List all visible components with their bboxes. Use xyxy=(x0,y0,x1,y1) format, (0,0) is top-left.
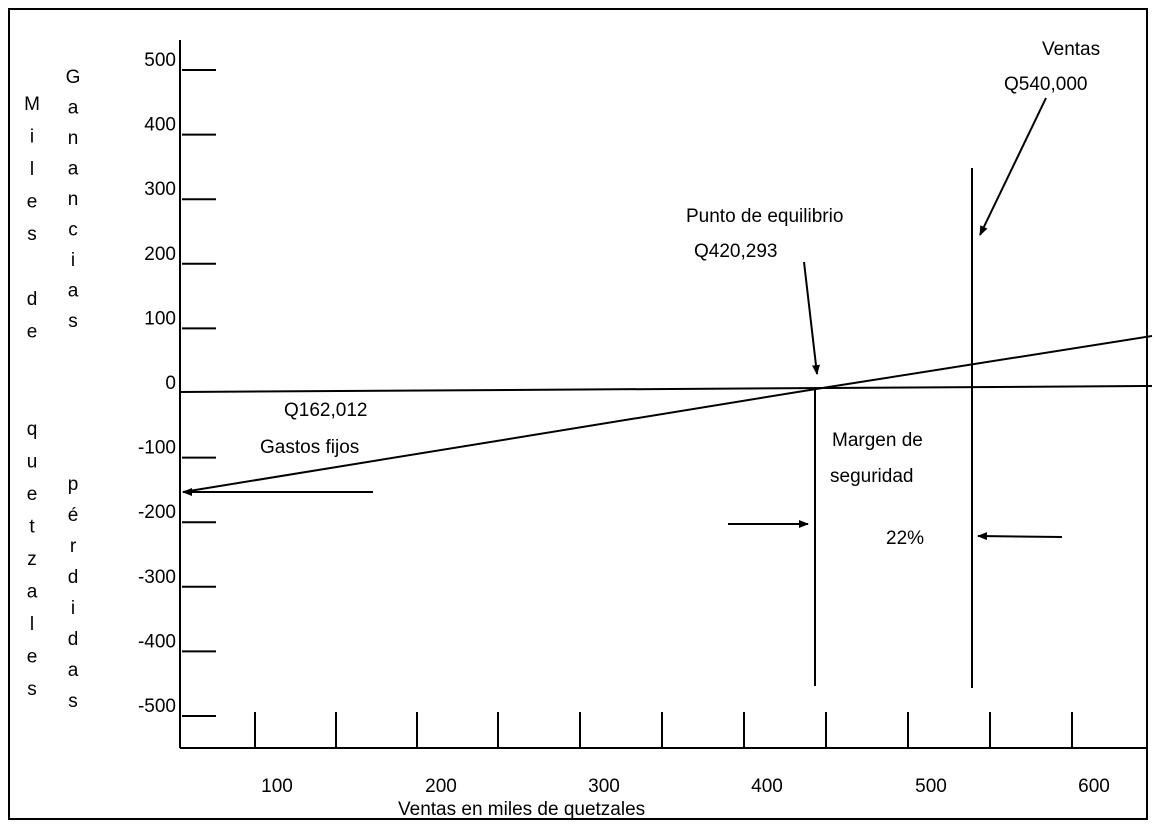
vertical-label-char: é xyxy=(68,505,79,526)
vertical-label-char: a xyxy=(68,281,79,302)
profit-line xyxy=(182,335,1153,493)
y-tick-label: -300 xyxy=(138,567,176,588)
vertical-label-char: t xyxy=(29,517,35,538)
gastos-fijos-value: Q162,012 xyxy=(284,400,367,421)
series-layer xyxy=(182,335,1153,493)
x-ticks: 100 200 300 400 500 600 xyxy=(254,712,1110,797)
y-tick-label: 500 xyxy=(144,50,176,71)
y-tick-label: -500 xyxy=(138,696,176,717)
x-tick-label: 100 xyxy=(261,776,293,797)
vertical-label-char: s xyxy=(27,679,37,700)
vertical-label-char: i xyxy=(71,598,75,619)
vertical-label-char: a xyxy=(68,660,79,681)
vertical-label-char: d xyxy=(68,629,79,650)
vertical-label-char: i xyxy=(71,250,75,271)
x-tick-label: 500 xyxy=(915,776,947,797)
vertical-label-char: M xyxy=(24,94,40,115)
vertical-label-char: s xyxy=(68,691,78,712)
vertical-label-char: a xyxy=(68,98,79,119)
x-tick-label: 400 xyxy=(751,776,783,797)
vertical-label-char: d xyxy=(68,567,79,588)
gastos-fijos-title: Gastos fijos xyxy=(260,437,359,458)
equilibrio-value: Q420,293 xyxy=(694,241,777,262)
y-tick-label: 400 xyxy=(144,115,176,136)
equilibrio-title: Punto de equilibrio xyxy=(686,206,843,227)
margen-right-arrow xyxy=(977,532,1063,541)
vertical-label-char: i xyxy=(30,127,34,148)
y-tick-label: 200 xyxy=(144,244,176,265)
vertical-label-char: l xyxy=(30,614,34,635)
x-axis-label: Ventas en miles de quetzales xyxy=(398,799,645,820)
margen-line2: seguridad xyxy=(830,466,913,487)
x-tick-label: 200 xyxy=(425,776,457,797)
margen-line1: Margen de xyxy=(832,430,923,451)
vertical-label-char: G xyxy=(66,67,81,88)
vertical-label-char: q xyxy=(27,419,38,440)
vertical-label-char: p xyxy=(68,474,79,495)
x-tick-label: 300 xyxy=(588,776,620,797)
y-tick-label: -400 xyxy=(138,631,176,652)
vertical-label-char: e xyxy=(27,192,38,213)
x-tick-label: 600 xyxy=(1078,776,1110,797)
y-tick-label: -200 xyxy=(138,502,176,523)
vertical-label-char: u xyxy=(27,452,38,473)
vertical-label-char: s xyxy=(68,311,78,332)
y-tick-label: 100 xyxy=(144,308,176,329)
vertical-label-char: l xyxy=(30,159,34,180)
vertical-label-char: d xyxy=(27,289,38,310)
vertical-label-char: z xyxy=(27,549,37,570)
ventas-arrow xyxy=(979,97,1047,236)
vertical-label-char: a xyxy=(68,159,79,180)
vertical-label-char: s xyxy=(27,224,37,245)
chart-frame xyxy=(8,8,1148,820)
vertical-label-char: c xyxy=(68,220,78,241)
zero-line xyxy=(179,385,1153,393)
vertical-label-char: r xyxy=(70,536,77,557)
y-tick-label: 300 xyxy=(144,179,176,200)
y-tick-label: 0 xyxy=(165,373,176,394)
margen-pct: 22% xyxy=(886,528,924,549)
equilibrio-arrow xyxy=(803,261,820,375)
y-ticks: 500 400 300 200 100 0 -100 -200 -300 -400 -500 xyxy=(138,50,216,717)
vertical-label-char: e xyxy=(27,322,38,343)
vertical-label-char: n xyxy=(68,128,79,149)
ventas-value: Q540,000 xyxy=(1004,74,1087,95)
vertical-label-char: n xyxy=(68,189,79,210)
vertical-label-char: e xyxy=(27,647,38,668)
vertical-label-char: e xyxy=(27,484,38,505)
y-tick-label: -100 xyxy=(138,438,176,459)
ventas-title: Ventas xyxy=(1042,39,1100,60)
vertical-label-char: a xyxy=(27,582,38,603)
